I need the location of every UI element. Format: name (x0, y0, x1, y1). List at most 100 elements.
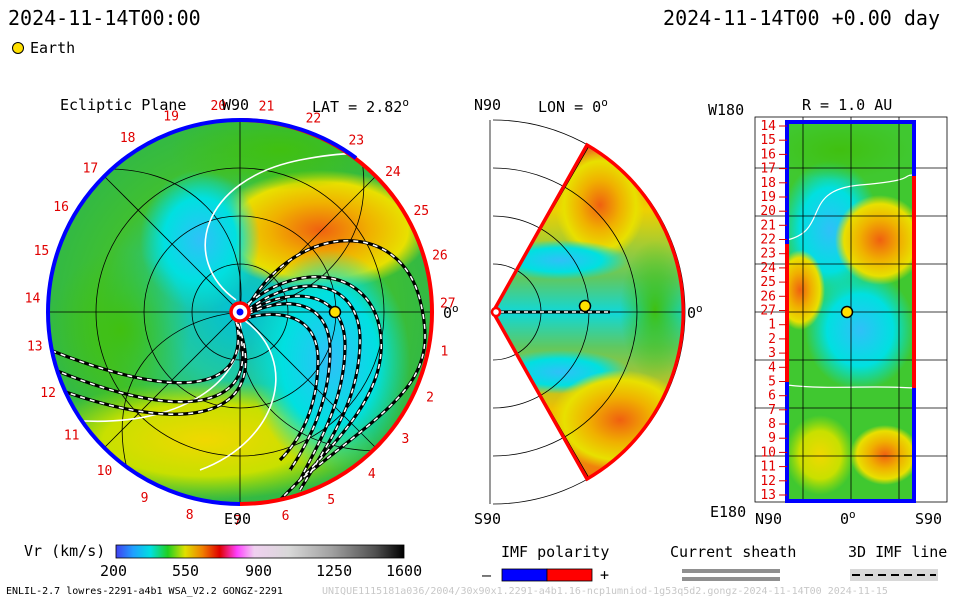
ecliptic-title: Ecliptic Plane (60, 96, 187, 114)
sphere-r-label: R = 1.0 AU (802, 96, 893, 114)
model-footer: ENLIL-2.7 lowres-2291-a4b1 WSA_V2.2 GONG… (6, 586, 283, 597)
carrington-tick-20: 20 (210, 99, 226, 114)
carrington-tick-27: 27 (440, 296, 456, 311)
lat-value: LAT = 2.82 (312, 98, 403, 116)
sphere-tick-13: 13 (760, 488, 776, 503)
sphere-tick-2: 2 (768, 332, 776, 347)
sphere-tick-5: 5 (768, 375, 776, 390)
carrington-tick-17: 17 (83, 162, 99, 177)
carrington-tick-labels: 20 21222324252627123456789101112131415161… (25, 99, 456, 529)
sphere-tick-11: 11 (760, 460, 776, 475)
earth-legend-icon (12, 42, 24, 54)
carrington-tick-15: 15 (34, 244, 50, 259)
imf-polarity-title: IMF polarity (501, 543, 610, 561)
sphere-x-label-n90: N90 (755, 510, 783, 528)
colorbar-tick-1250: 1250 (316, 562, 353, 580)
sphere-tick-9: 9 (768, 431, 776, 446)
carrington-tick-2: 2 (426, 391, 434, 406)
sphere-tick-8: 8 (768, 417, 776, 432)
carrington-tick-16: 16 (53, 200, 69, 215)
imf-line-title: 3D IMF line (848, 543, 948, 561)
sphere-tick-15: 15 (760, 133, 776, 148)
sphere-tick-6: 6 (768, 389, 776, 404)
carrington-tick-19: 19 (163, 110, 179, 125)
carrington-tick-18: 18 (120, 131, 136, 146)
sphere-tick-7: 7 (768, 403, 776, 418)
sphere-bottom-left-label: E180 (710, 503, 747, 521)
carrington-tick-6: 6 (282, 509, 290, 524)
carrington-tick-22: 22 (306, 111, 322, 126)
sphere-tick-17: 17 (760, 162, 776, 177)
carrington-tick-10: 10 (97, 464, 113, 479)
sphere-x-label-s90: S90 (915, 510, 943, 528)
sphere-tick-19: 19 (760, 190, 776, 205)
carrington-tick-25: 25 (413, 204, 429, 219)
sphere-tick-12: 12 (760, 474, 776, 489)
carrington-tick-12: 12 (40, 386, 56, 401)
sphere-tick-22: 22 (760, 233, 776, 248)
ecliptic-right-label: 0o (443, 302, 459, 322)
sphere-panel: 1415161718192021222324252627123456789101… (754, 116, 948, 503)
current-sheath-title: Current sheath (670, 543, 797, 561)
imf-polarity-positive (546, 568, 593, 582)
colorbar-tick-200: 200 (100, 562, 128, 580)
sphere-x-label-0: 0o (840, 508, 856, 528)
carrington-tick-23: 23 (348, 134, 364, 149)
sphere-carrington-tick-labels: 1415161718192021222324252627123456789101… (760, 119, 787, 503)
sphere-tick-18: 18 (760, 176, 776, 191)
carrington-tick-4: 4 (368, 467, 376, 482)
earth-legend-label: Earth (30, 39, 76, 57)
meridional-top-label: N90 (474, 96, 502, 114)
carrington-tick-7: 7 (234, 514, 242, 529)
carrington-tick-26: 26 (432, 249, 448, 264)
earth-marker-sphere (840, 305, 854, 319)
lat-degree: o (402, 96, 409, 109)
imf-polarity-plus: + (600, 566, 610, 584)
sphere-tick-25: 25 (760, 275, 776, 290)
colorbar-label: Vr (km/s) (24, 542, 106, 560)
left-timestamp: 2024-11-14T00:00 (8, 6, 201, 30)
ecliptic-bottom-label: E90 (224, 510, 252, 528)
carrington-tick-21: 21 (259, 100, 275, 115)
sphere-tick-26: 26 (760, 289, 776, 304)
carrington-tick-14: 14 (25, 292, 41, 307)
right-timestamp: 2024-11-14T00 +0.00 day (663, 6, 940, 30)
meridional-right-label: 0o (687, 302, 703, 322)
meridional-bottom-label: S90 (474, 510, 502, 528)
sphere-tick-23: 23 (760, 247, 776, 262)
sphere-tick-21: 21 (760, 218, 776, 233)
carrington-tick-9: 9 (141, 491, 149, 506)
imf-polarity-minus: – (482, 566, 492, 584)
ecliptic-plane-panel: 20 21222324252627123456789101112131415161… (25, 99, 456, 529)
meridional-lon-label: LON = 0o (538, 96, 608, 116)
sphere-top-left-label: W180 (708, 101, 745, 119)
carrington-tick-5: 5 (327, 493, 335, 508)
carrington-tick-13: 13 (27, 340, 43, 355)
sphere-tick-14: 14 (760, 119, 776, 134)
colorbar-tick-900: 900 (245, 562, 273, 580)
carrington-tick-1: 1 (440, 345, 448, 360)
current-sheath-swatch (682, 569, 780, 581)
colorbar-tick-1600: 1600 (386, 562, 423, 580)
carrington-tick-11: 11 (64, 428, 80, 443)
carrington-tick-8: 8 (186, 508, 194, 523)
meridional-plane-panel (489, 119, 686, 505)
sphere-tick-24: 24 (760, 261, 776, 276)
sphere-tick-3: 3 (768, 346, 776, 361)
run-id-footer: UNIQUE1115181a036/2004/30x90x1.2291-a4b1… (322, 586, 888, 597)
earth-marker-ecliptic (328, 305, 342, 319)
imf-line-swatch (850, 569, 938, 581)
sphere-tick-1: 1 (768, 318, 776, 333)
carrington-tick-3: 3 (401, 432, 409, 447)
carrington-tick-24: 24 (385, 165, 401, 180)
sphere-tick-10: 10 (760, 445, 776, 460)
sphere-tick-4: 4 (768, 360, 776, 375)
imf-polarity-negative (501, 568, 548, 582)
earth-marker-meridional (578, 299, 592, 313)
colorbar-tick-550: 550 (172, 562, 200, 580)
sphere-tick-16: 16 (760, 147, 776, 162)
sphere-tick-27: 27 (760, 304, 776, 319)
sphere-tick-20: 20 (760, 204, 776, 219)
ecliptic-top-label: W90 (222, 96, 250, 114)
